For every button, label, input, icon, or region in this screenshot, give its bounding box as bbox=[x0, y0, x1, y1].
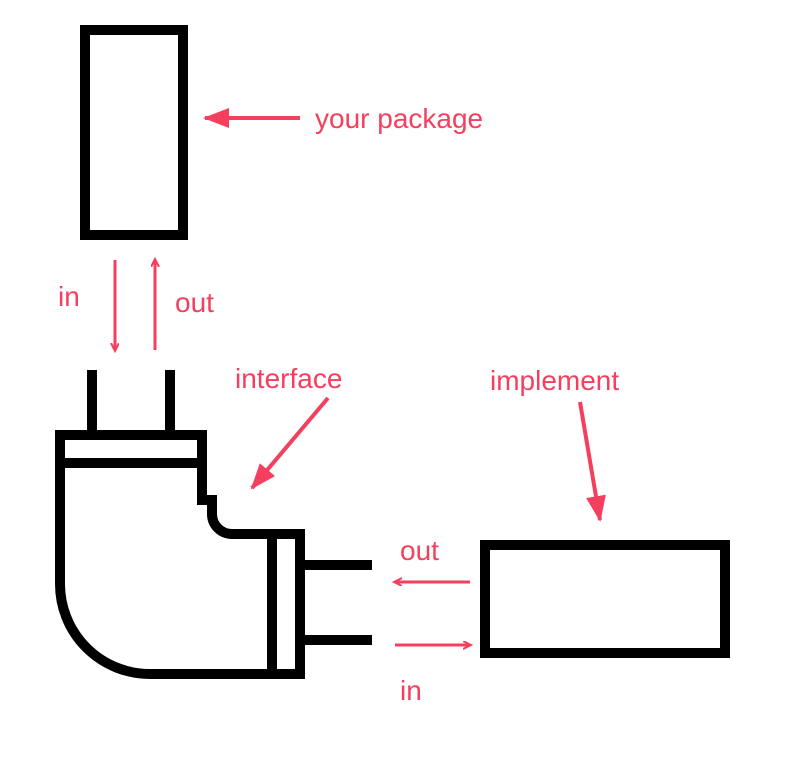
implement-box bbox=[485, 545, 725, 653]
label-in-top: in bbox=[58, 281, 80, 312]
label-out-right: out bbox=[400, 535, 439, 566]
arrow-interface bbox=[252, 398, 328, 488]
label-interface: interface bbox=[235, 363, 342, 394]
elbow-pipe bbox=[60, 463, 272, 674]
label-implement: implement bbox=[490, 365, 619, 396]
diagram-canvas: your package in out interface implement out in bbox=[0, 0, 789, 768]
arrow-implement bbox=[580, 402, 600, 520]
package-box bbox=[85, 30, 183, 235]
label-out-top: out bbox=[175, 287, 214, 318]
label-your-package: your package bbox=[315, 103, 483, 134]
label-in-right: in bbox=[400, 675, 422, 706]
top-socket bbox=[92, 370, 170, 435]
right-socket bbox=[300, 565, 372, 640]
